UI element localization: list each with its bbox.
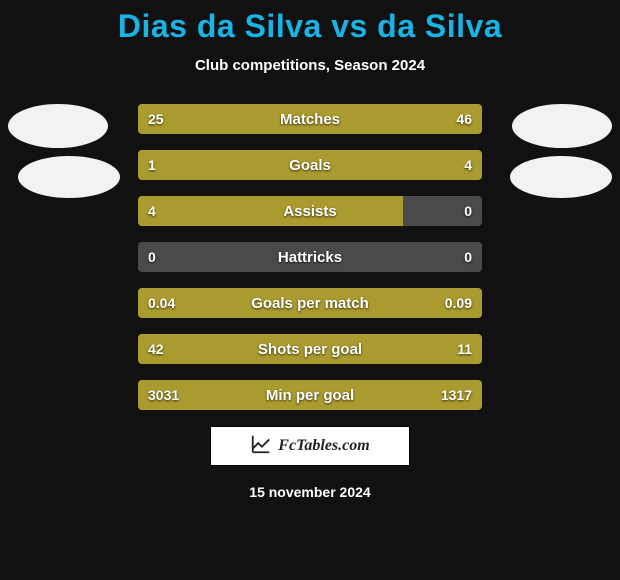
bar-right-fill — [258, 104, 482, 134]
bar-row: 0.040.09Goals per match — [138, 288, 482, 318]
bar-left-fill — [138, 288, 245, 318]
bar-left-fill — [138, 104, 258, 134]
bar-row: 30311317Min per goal — [138, 380, 482, 410]
footer-date: 15 november 2024 — [0, 484, 620, 500]
bar-left-fill — [138, 196, 403, 226]
player-right-avatar-blur-1 — [512, 104, 612, 148]
bar-row: 0 0Hattricks — [138, 242, 482, 272]
bar-value-right: 0 — [464, 242, 472, 272]
chart-icon — [250, 433, 272, 460]
bar-right-fill — [379, 380, 482, 410]
bars-container: 2546Matches14Goals40Assists00Hattricks0.… — [138, 104, 482, 410]
brand-badge: FcTables.com — [210, 426, 410, 466]
bar-right-fill — [245, 288, 482, 318]
bar-row: 14Goals — [138, 150, 482, 180]
bar-right-fill — [410, 334, 482, 364]
bar-left-fill — [138, 380, 379, 410]
bar-row: 2546Matches — [138, 104, 482, 134]
bar-right-fill — [207, 150, 482, 180]
page-title: Dias da Silva vs da Silva — [0, 0, 620, 45]
bar-label: Hattricks — [138, 242, 482, 272]
brand-text: FcTables.com — [278, 437, 369, 455]
bar-value-left: 0 — [148, 242, 156, 272]
player-left-avatar-blur-2 — [18, 156, 120, 198]
player-left-avatar-blur-1 — [8, 104, 108, 148]
bar-row: 40Assists — [138, 196, 482, 226]
bar-left-fill — [138, 334, 410, 364]
bar-value-right: 0 — [464, 196, 472, 226]
player-right-avatar-blur-2 — [510, 156, 612, 198]
bar-row: 4211Shots per goal — [138, 334, 482, 364]
bar-left-fill — [138, 150, 207, 180]
comparison-chart: 2546Matches14Goals40Assists00Hattricks0.… — [0, 104, 620, 410]
page-subtitle: Club competitions, Season 2024 — [0, 57, 620, 74]
